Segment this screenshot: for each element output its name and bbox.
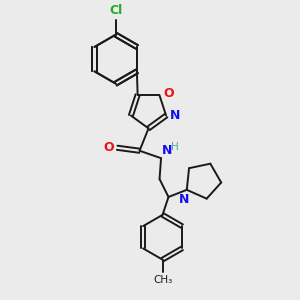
- Text: N: N: [179, 194, 190, 206]
- Text: CH₃: CH₃: [153, 274, 172, 284]
- Text: N: N: [162, 144, 172, 157]
- Text: Cl: Cl: [109, 4, 122, 17]
- Text: N: N: [170, 109, 180, 122]
- Text: H: H: [171, 142, 178, 152]
- Text: O: O: [163, 87, 174, 100]
- Text: O: O: [103, 141, 114, 154]
